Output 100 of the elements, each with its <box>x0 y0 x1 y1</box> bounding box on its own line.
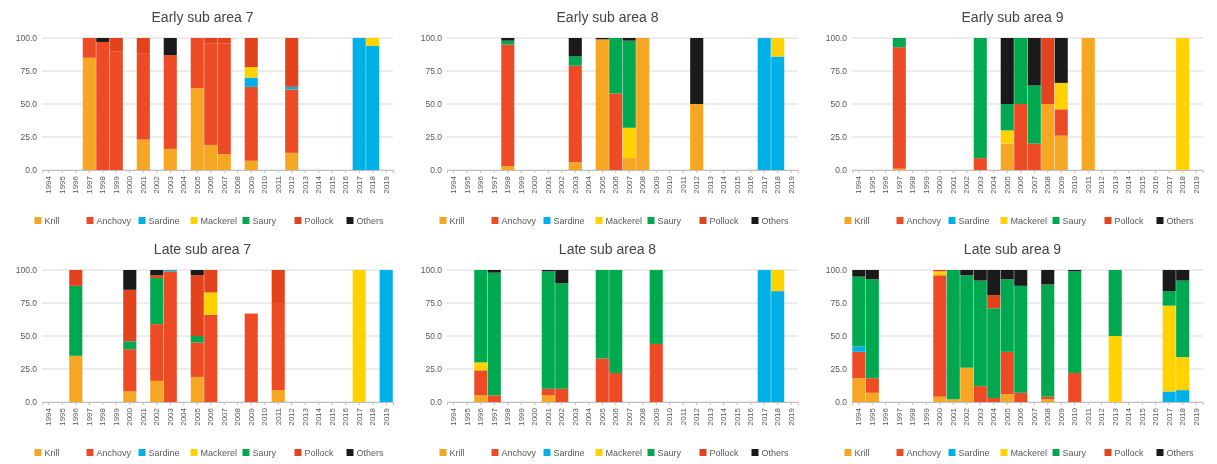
x-tick-label: 2000 <box>935 175 945 194</box>
legend-label: Saury <box>252 448 277 458</box>
x-tick-label: 2003 <box>165 175 175 194</box>
x-tick-label: 2016 <box>341 175 351 194</box>
x-tick-label: 2005 <box>597 407 607 426</box>
x-tick-label: 2017 <box>759 407 769 426</box>
x-tick-label: 1996 <box>71 407 81 426</box>
x-tick-label: 2002 <box>557 407 567 426</box>
x-tick-label: 2013 <box>300 175 310 194</box>
x-tick-label: 2012 <box>692 175 702 194</box>
x-tick-label: 1996 <box>881 175 891 194</box>
bar <box>190 270 204 276</box>
bar <box>568 65 582 163</box>
x-tick-label: 2018 <box>368 175 378 194</box>
x-tick-label: 1996 <box>476 175 486 194</box>
x-tick-label: 2008 <box>1043 407 1053 426</box>
bar <box>474 362 488 371</box>
bar <box>649 270 663 344</box>
x-tick-label: 1999 <box>921 175 931 194</box>
x-tick-label: 2009 <box>1056 175 1066 194</box>
x-tick-label: 2018 <box>1178 407 1188 426</box>
x-tick-label: 2018 <box>368 407 378 426</box>
x-tick-label: 2005 <box>1002 407 1012 426</box>
legend-label: Krill <box>449 448 465 458</box>
x-tick-label: 2010 <box>665 175 675 194</box>
x-tick-label: 2001 <box>948 175 958 194</box>
bar <box>892 38 906 48</box>
x-tick-label: 2004 <box>584 175 594 194</box>
bar <box>1054 109 1068 136</box>
x-tick-label: 1998 <box>908 175 918 194</box>
y-tick-label: 25.0 <box>425 132 443 143</box>
bar <box>771 38 785 57</box>
x-tick-label: 1998 <box>98 175 108 194</box>
bar <box>69 270 83 286</box>
bar <box>690 38 704 104</box>
x-tick-label: 2005 <box>192 407 202 426</box>
legend-label: Anchovy <box>501 448 537 458</box>
bar <box>163 38 177 56</box>
legend-label: Krill <box>854 216 870 226</box>
y-tick-label: 25.0 <box>830 364 848 375</box>
legend-label: Mackerel <box>1010 216 1048 226</box>
x-tick-label: 2019 <box>1191 175 1201 194</box>
bar <box>1068 271 1082 373</box>
legend-label: Others <box>1166 448 1195 458</box>
x-tick-label: 2002 <box>962 407 972 426</box>
x-tick-label: 2009 <box>1056 407 1066 426</box>
bar <box>69 285 83 356</box>
y-tick-label: 50.0 <box>830 331 848 342</box>
bar <box>1081 38 1095 170</box>
legend-label: Sardine <box>553 448 585 458</box>
x-tick-label: 2014 <box>1124 175 1134 194</box>
bar <box>622 38 636 41</box>
x-tick-label: 2007 <box>219 175 229 194</box>
x-tick-label: 2017 <box>354 407 364 426</box>
y-tick-label: 0.0 <box>25 165 38 176</box>
legend-label: Pollock <box>709 216 740 226</box>
y-tick-label: 50.0 <box>425 331 443 342</box>
x-tick-label: 2010 <box>260 175 270 194</box>
bar <box>244 160 258 170</box>
bar <box>190 376 204 402</box>
x-tick-label: 2011 <box>678 407 688 426</box>
chart-title: Early sub area 8 <box>556 9 659 25</box>
x-tick-label: 2006 <box>611 175 621 194</box>
legend-label: Sardine <box>958 448 990 458</box>
x-tick-label: 1996 <box>476 407 486 426</box>
y-tick-label: 75.0 <box>425 298 443 309</box>
bar <box>1108 336 1122 402</box>
x-tick-label: 2004 <box>179 407 189 426</box>
bar <box>1000 130 1014 144</box>
bar <box>973 38 987 159</box>
x-tick-label: 2016 <box>746 175 756 194</box>
x-tick-label: 2008 <box>638 407 648 426</box>
y-tick-label: 50.0 <box>20 331 38 342</box>
bar <box>852 346 866 352</box>
x-tick-label: 2008 <box>233 407 243 426</box>
bar <box>622 127 636 159</box>
x-tick-label: 2011 <box>273 175 283 194</box>
bar <box>987 295 1001 309</box>
x-tick-label: 2018 <box>773 175 783 194</box>
x-tick-label: 2011 <box>1083 407 1093 426</box>
legend-label: Anchovy <box>906 216 942 226</box>
x-tick-label: 2001 <box>543 407 553 426</box>
legend-label: Krill <box>44 216 60 226</box>
legend-label: Krill <box>854 448 870 458</box>
bar <box>852 351 866 379</box>
x-tick-label: 2014 <box>314 175 324 194</box>
x-tick-label: 2015 <box>1137 407 1147 426</box>
x-tick-label: 2007 <box>1029 175 1039 194</box>
x-tick-label: 2016 <box>1151 175 1161 194</box>
x-tick-label: 2001 <box>948 407 958 426</box>
x-tick-label: 2002 <box>557 175 567 194</box>
y-tick-label: 25.0 <box>425 364 443 375</box>
legend-label: Krill <box>449 216 465 226</box>
x-tick-label: 1998 <box>908 407 918 426</box>
bar <box>501 38 515 41</box>
bar <box>123 349 137 392</box>
x-tick-label: 2000 <box>530 175 540 194</box>
x-tick-label: 2000 <box>530 407 540 426</box>
bar <box>123 270 137 290</box>
legend-label: Sardine <box>148 448 180 458</box>
